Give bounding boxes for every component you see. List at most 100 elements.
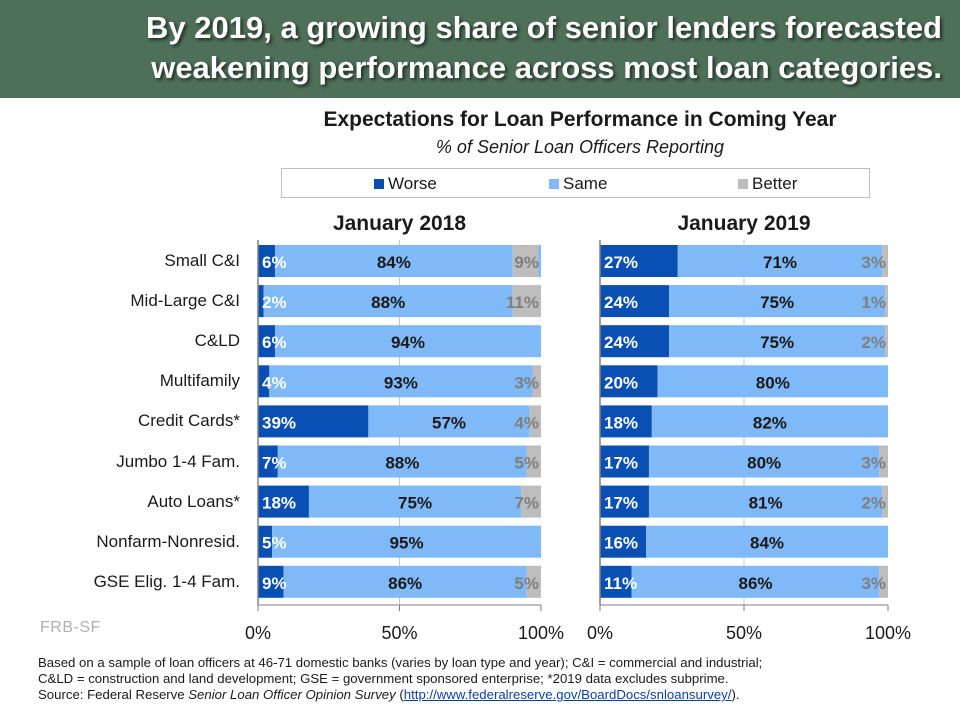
category-label-c-ld: C&LD [194,331,240,351]
p2018-bar-same-gse-elig-1-4-fam [283,565,527,598]
p2018-label-same-jumbo-1-4-fam: 88% [385,454,419,473]
p2018-label-better-credit-cards: 4% [514,413,539,432]
p2019-bar-worse-mid-large-c-i [600,285,670,318]
p2019-bar-same-jumbo-1-4-fam [648,445,880,478]
p2019-label-same-c-ld: 75% [760,333,794,352]
p2018-bar-better-gse-elig-1-4-fam [526,565,541,598]
frbsf-watermark: FRB-SF [40,619,101,636]
p2018-x-tick-label-50: 50% [381,623,417,643]
p2019-label-better-gse-elig-1-4-fam: 3% [861,574,886,593]
p2018-label-same-multifamily: 93% [384,373,418,392]
p2018-bar-same-c-ld [274,325,541,358]
p2019-bar-same-mid-large-c-i [669,285,886,318]
footnote-line-1: Based on a sample of loan officers at 46… [38,655,763,670]
p2018-label-same-mid-large-c-i: 88% [371,293,405,312]
chart-subtitle: % of Senior Loan Officers Reporting [435,137,725,157]
p2018-label-worse-jumbo-1-4-fam: 7% [262,454,287,473]
p2019-bar-better-c-ld [885,325,888,358]
p2018-bar-worse-jumbo-1-4-fam [258,445,278,478]
legend-item-same: Same [549,174,607,194]
p2019-label-same-multifamily: 80% [756,373,790,392]
p2018-bar-same-nonfarm-nonresid [272,525,541,558]
p2019-bar-worse-small-c-i [600,245,678,277]
p2019-bar-worse-credit-cards [600,405,652,438]
p2019-label-worse-multifamily: 20% [604,373,638,392]
legend-item-better: Better [738,174,797,194]
legend-swatch-worse [374,179,384,189]
p2019-label-worse-c-ld: 24% [604,333,638,352]
p2019-label-better-small-c-i: 3% [861,253,886,272]
category-label-gse-elig-1-4-fam: GSE Elig. 1-4 Fam. [93,571,240,591]
p2018-bar-better-multifamily [532,365,541,398]
p2019-label-same-jumbo-1-4-fam: 80% [747,454,781,473]
p2019-bar-worse-c-ld [600,325,670,358]
category-label-mid-large-c-i: Mid-Large C&I [130,291,240,311]
p2019-x-tick-label-50: 50% [726,623,762,643]
banner-title: By 2019, a growing share of senior lende… [146,10,942,85]
p2018-label-better-gse-elig-1-4-fam: 5% [514,574,539,593]
p2019-bar-worse-multifamily [600,365,658,398]
chart-title: Expectations for Loan Performance in Com… [323,108,837,131]
p2019-label-worse-jumbo-1-4-fam: 17% [604,454,638,473]
p2018-label-better-small-c-i: 9% [514,253,539,272]
category-label-multifamily: Multifamily [159,371,240,391]
source-prefix: Source: Federal Reserve [38,687,189,702]
p2019-x-tick-label-0: 0% [587,623,613,643]
p2018-label-better-auto-loans: 7% [514,494,539,513]
p2018-bar-better-small-c-i [512,245,539,277]
p2018-label-better-jumbo-1-4-fam: 5% [514,454,539,473]
source-close: ). [731,687,740,702]
legend-label-same: Same [563,174,608,193]
category-label-jumbo-1-4-fam: Jumbo 1-4 Fam. [116,451,240,471]
p2018-bar-worse-nonfarm-nonresid [258,525,273,558]
p2018-label-worse-auto-loans: 18% [262,494,296,513]
p2019-bar-same-c-ld [669,325,886,358]
p2019-x-tick-label-100: 100% [865,623,911,643]
p2018-bar-worse-mid-large-c-i [258,285,264,318]
p2019-bar-same-auto-loans [648,485,883,518]
p2018-bar-fill-small-c-i [538,245,541,277]
p2018-bar-better-auto-loans [521,485,541,518]
p2019-label-worse-gse-elig-1-4-fam: 11% [604,574,637,593]
p2019-bar-worse-auto-loans [600,485,649,518]
p2019-bar-better-auto-loans [882,485,888,518]
panel-title-2019: January 2019 [677,212,811,235]
p2019-label-same-mid-large-c-i: 75% [760,293,794,312]
p2019-bar-better-mid-large-c-i [885,285,888,318]
p2018-bar-better-credit-cards [529,405,541,438]
p2019-bar-same-gse-elig-1-4-fam [631,565,880,598]
p2019-label-worse-nonfarm-nonresid: 16% [604,534,638,553]
p2018-bar-same-jumbo-1-4-fam [277,445,527,478]
p2018-x-tick-label-100: 100% [518,623,564,643]
p2019-bar-better-small-c-i [882,245,888,277]
p2019-bar-better-jumbo-1-4-fam [879,445,888,478]
p2018-label-worse-credit-cards: 39% [262,413,296,432]
p2018-label-same-small-c-i: 84% [377,253,411,272]
p2018-bar-same-small-c-i [274,245,513,277]
p2018-bar-same-credit-cards [368,405,530,438]
p2019-label-same-small-c-i: 71% [763,253,797,272]
p2018-bar-worse-multifamily [258,365,270,398]
p2018-label-same-c-ld: 94% [391,333,425,352]
p2018-label-better-multifamily: 3% [514,373,539,392]
p2018-label-worse-gse-elig-1-4-fam: 9% [262,574,287,593]
p2018-bar-worse-gse-elig-1-4-fam [258,565,284,598]
p2019-bar-worse-nonfarm-nonresid [600,525,647,558]
p2018-bar-worse-credit-cards [258,405,369,438]
p2018-label-same-credit-cards: 57% [432,413,466,432]
p2019-label-better-jumbo-1-4-fam: 3% [861,454,886,473]
p2018-bar-worse-auto-loans [258,485,309,518]
p2018-bar-better-jumbo-1-4-fam [526,445,541,478]
source-title: Senior Loan Officer Opinion Survey [188,687,396,702]
source-link[interactable]: http://www.federalreserve.gov/BoardDocs/… [403,687,732,702]
p2018-bar-same-auto-loans [308,485,522,518]
category-label-credit-cards: Credit Cards* [137,411,240,431]
p2018-bar-same-mid-large-c-i [263,285,513,318]
p2019-label-worse-auto-loans: 17% [604,494,638,513]
p2019-label-better-auto-loans: 2% [861,494,886,513]
title-banner: By 2019, a growing share of senior lende… [0,0,960,98]
p2019-label-worse-mid-large-c-i: 24% [604,293,638,312]
p2019-label-same-gse-elig-1-4-fam: 86% [739,574,773,593]
footnote-line-2: C&LD = construction and land development… [38,671,729,686]
